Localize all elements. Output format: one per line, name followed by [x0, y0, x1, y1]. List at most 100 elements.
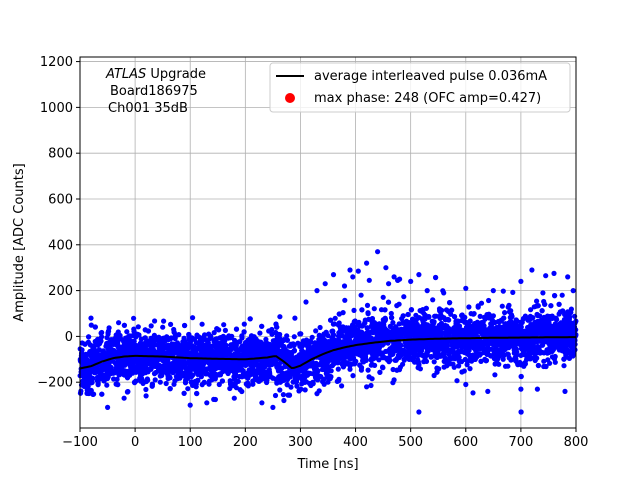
sample-point: [179, 370, 185, 376]
sample-point: [418, 347, 425, 354]
sample-point: [409, 327, 415, 334]
sample-point: [253, 358, 260, 364]
sample-point: [408, 307, 415, 313]
sample-point: [500, 356, 506, 362]
sample-point: [122, 362, 128, 368]
sample-point: [476, 321, 482, 327]
sample-point: [87, 368, 93, 374]
sample-point: [125, 336, 131, 342]
sample-point: [252, 372, 259, 378]
sample-point: [390, 320, 396, 326]
sample-point: [414, 325, 420, 331]
sample-point: [275, 331, 281, 337]
sample-point: [101, 378, 107, 384]
sample-point: [112, 350, 118, 356]
sample-point: [245, 370, 251, 376]
sample-point: [106, 339, 112, 345]
sample-point: [185, 369, 191, 375]
sample-point: [394, 367, 400, 373]
sample-point: [83, 351, 89, 357]
sample-point: [103, 343, 109, 349]
sample-point: [336, 320, 342, 326]
sample-point: [480, 344, 486, 350]
sample-point: [478, 300, 485, 306]
sample-point: [132, 364, 138, 370]
sample-point: [423, 305, 429, 311]
sample-point: [185, 386, 191, 392]
sample-point: [369, 316, 375, 322]
sample-point: [462, 356, 468, 363]
sample-point: [88, 387, 94, 394]
sample-point: [557, 309, 563, 315]
sample-point: [491, 356, 497, 362]
sample-point: [561, 363, 567, 369]
sample-point: [419, 326, 425, 332]
sample-point: [422, 315, 428, 321]
sample-point: [463, 342, 469, 348]
sample-point: [295, 340, 301, 346]
sample-point: [466, 304, 472, 310]
sample-point: [216, 363, 222, 369]
sample-point: [208, 371, 214, 377]
sample-point: [304, 372, 310, 378]
sample-point: [350, 373, 356, 379]
sample-point: [299, 373, 305, 379]
sample-point: [274, 324, 280, 330]
sample-point: [452, 343, 458, 350]
sample-point: [542, 301, 548, 307]
sample-point: [153, 369, 159, 376]
sample-point: [222, 327, 228, 333]
sample-point: [291, 342, 297, 348]
sample-point: [366, 374, 372, 380]
sample-point: [459, 369, 465, 375]
sample-point: [182, 322, 188, 329]
sample-point: [470, 331, 477, 337]
sample-point: [280, 392, 286, 398]
sample-point: [341, 350, 347, 356]
sample-point: [545, 318, 551, 324]
sample-point: [275, 368, 282, 374]
sample-point: [335, 366, 341, 372]
sample-point: [190, 315, 196, 321]
sample-point: [513, 346, 519, 352]
sample-point: [121, 322, 127, 328]
sample-point: [336, 330, 342, 336]
sample-point: [194, 390, 200, 397]
sample-point: [470, 338, 476, 344]
sample-point: [483, 358, 489, 364]
sample-point: [241, 329, 247, 335]
sample-point: [210, 360, 217, 367]
sample-point: [284, 337, 290, 343]
sample-point: [451, 333, 457, 339]
sample-point: [534, 311, 540, 318]
sample-point: [322, 344, 328, 350]
sample-point: [181, 390, 187, 396]
sample-point: [302, 387, 308, 393]
sample-point: [232, 352, 238, 358]
sample-point: [528, 307, 534, 313]
sample-point: [302, 341, 308, 347]
sample-point: [159, 337, 165, 343]
sample-point: [245, 337, 251, 343]
sample-point: [548, 303, 554, 309]
sample-point: [272, 392, 279, 399]
sample-point: [418, 308, 425, 314]
sample-point: [355, 333, 361, 339]
sample-point: [537, 350, 543, 356]
sample-point: [146, 347, 152, 354]
sample-point: [556, 301, 562, 307]
sample-point: [289, 354, 295, 360]
sample-point: [339, 361, 345, 367]
sample-point: [446, 352, 452, 358]
sample-point: [104, 382, 110, 388]
sample-point: [85, 376, 91, 382]
sample-point: [131, 315, 137, 321]
sample-point: [394, 356, 400, 362]
sample-point: [248, 333, 255, 339]
sample-point: [138, 367, 144, 374]
sample-point: [211, 330, 217, 336]
sample-point: [413, 312, 419, 318]
sample-point: [263, 336, 269, 342]
sample-point: [256, 378, 262, 384]
